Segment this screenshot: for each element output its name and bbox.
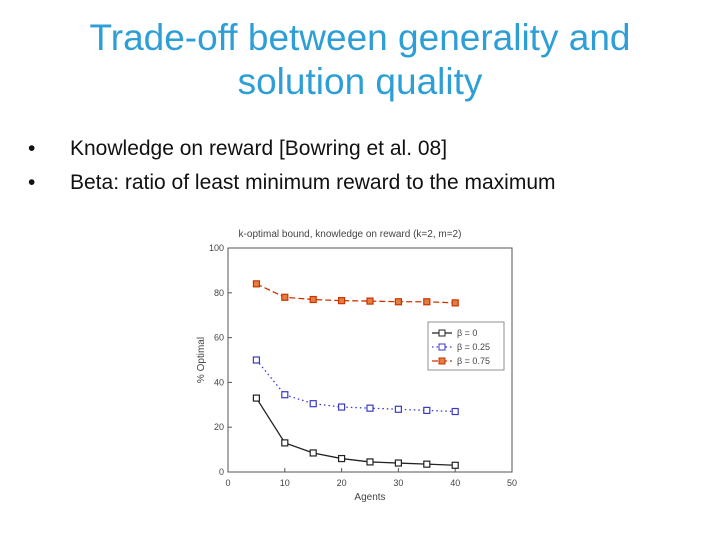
data-point bbox=[423, 406, 431, 414]
data-point bbox=[394, 298, 402, 306]
x-axis-label: Agents bbox=[354, 492, 385, 503]
bullet-dot-icon: • bbox=[28, 137, 36, 160]
x-tick-label: 40 bbox=[450, 478, 460, 488]
data-point bbox=[281, 439, 289, 447]
bullet-item: • Knowledge on reward [Bowring et al. 08… bbox=[18, 132, 708, 166]
data-point bbox=[451, 407, 459, 416]
legend-entry: β = 0.75 bbox=[457, 356, 490, 366]
data-point bbox=[281, 293, 289, 301]
data-point bbox=[281, 391, 289, 399]
bullet-dot-icon: • bbox=[28, 171, 36, 194]
series-layer bbox=[252, 280, 459, 469]
data-point bbox=[338, 403, 346, 411]
x-tick-label: 50 bbox=[507, 478, 517, 488]
legend-marker bbox=[438, 357, 446, 365]
y-tick-label: 60 bbox=[214, 333, 224, 343]
bullet-item: • Beta: ratio of least minimum reward to… bbox=[18, 166, 708, 200]
legend-marker bbox=[438, 343, 446, 351]
data-point bbox=[366, 458, 374, 466]
data-point bbox=[394, 405, 402, 413]
data-point bbox=[309, 295, 317, 304]
line-chart: k-optimal bound, knowledge on reward (k=… bbox=[196, 229, 517, 503]
series-line bbox=[256, 283, 456, 304]
data-point bbox=[366, 297, 374, 305]
data-point bbox=[252, 394, 261, 402]
plot-frame bbox=[227, 247, 513, 473]
data-point bbox=[366, 404, 374, 412]
y-axis-label: % Optimal bbox=[196, 337, 207, 383]
y-tick-label: 80 bbox=[214, 288, 224, 298]
x-tick-label: 10 bbox=[280, 478, 290, 488]
data-point bbox=[394, 459, 402, 467]
y-tick-label: 0 bbox=[219, 467, 224, 477]
data-point bbox=[423, 298, 431, 306]
legend-entry: β = 0.25 bbox=[457, 342, 490, 352]
series-line bbox=[255, 359, 456, 413]
bullet-list: • Knowledge on reward [Bowring et al. 08… bbox=[18, 132, 708, 200]
chart-title: k-optimal bound, knowledge on reward (k=… bbox=[239, 229, 462, 240]
legend-entry: β = 0 bbox=[457, 328, 477, 338]
data-point bbox=[338, 454, 346, 463]
x-tick-label: 20 bbox=[337, 478, 347, 488]
bullet-text: Knowledge on reward [Bowring et al. 08] bbox=[70, 137, 448, 160]
y-tick-label: 40 bbox=[214, 377, 224, 387]
y-tick-label: 20 bbox=[214, 422, 224, 432]
slide-title: Trade-off between generality and solutio… bbox=[40, 16, 680, 104]
data-point bbox=[309, 449, 317, 457]
data-point bbox=[252, 356, 261, 364]
slide-title-line-2: solution quality bbox=[237, 61, 483, 102]
y-tick-label: 100 bbox=[209, 243, 224, 253]
data-point bbox=[451, 461, 459, 469]
x-tick-label: 30 bbox=[393, 478, 403, 488]
series-line bbox=[255, 397, 456, 466]
data-point bbox=[252, 280, 261, 288]
bullet-text: Beta: ratio of least minimum reward to t… bbox=[70, 171, 556, 194]
legend-marker bbox=[438, 329, 446, 337]
data-point bbox=[451, 299, 459, 307]
slide-title-line-1: Trade-off between generality and bbox=[89, 17, 631, 58]
tick-layer: 0 20 40 60 80 100 0 10 20 30 40 50 bbox=[209, 243, 517, 488]
data-point bbox=[309, 400, 317, 408]
x-tick-label: 0 bbox=[225, 478, 230, 488]
data-point bbox=[338, 297, 346, 305]
data-point bbox=[423, 460, 431, 468]
legend: β = 0 β = 0.25 β = 0.75 bbox=[427, 321, 505, 371]
